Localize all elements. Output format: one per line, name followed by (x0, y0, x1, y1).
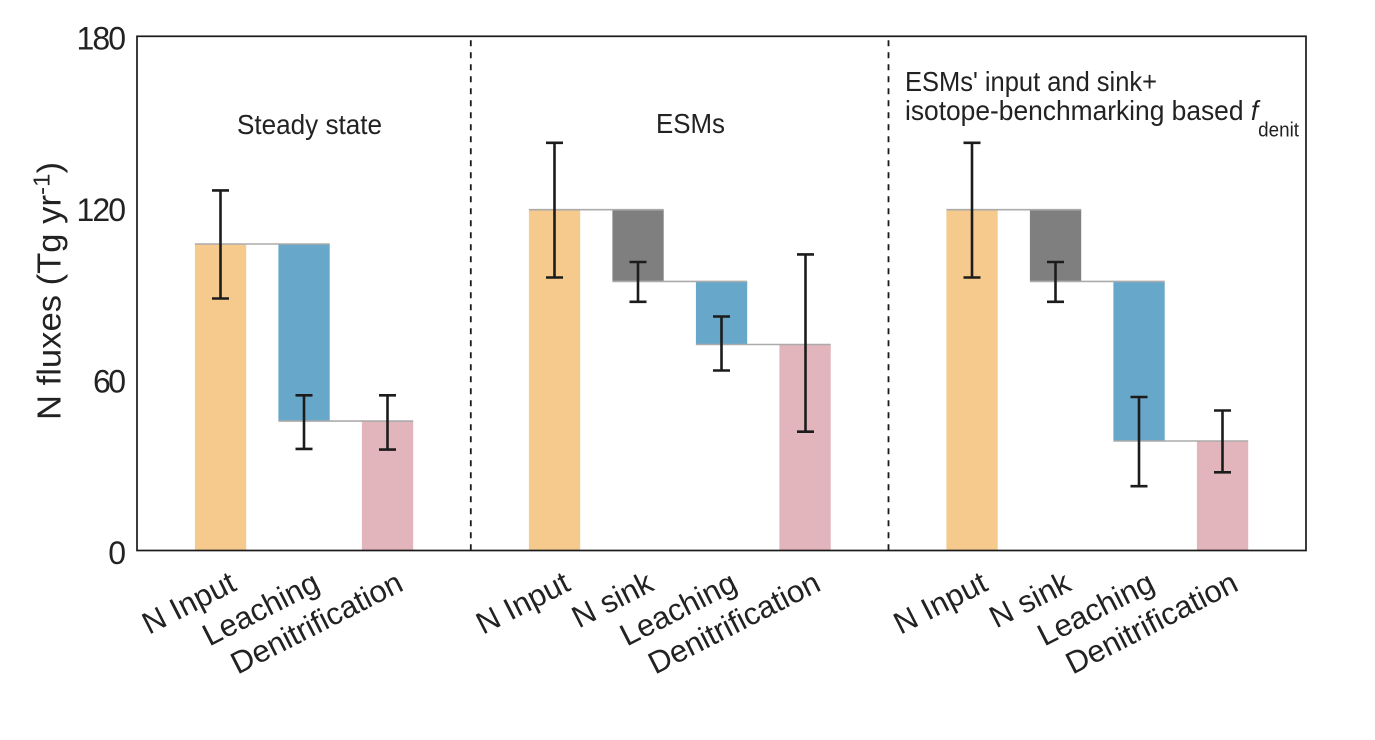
svg-text:ESMs' input and sink+: ESMs' input and sink+ (905, 66, 1157, 97)
svg-text:N Input: N Input (470, 564, 575, 641)
svg-text:180: 180 (77, 21, 127, 57)
svg-text:120: 120 (77, 192, 127, 228)
svg-text:0: 0 (108, 535, 126, 571)
svg-text:60: 60 (93, 363, 126, 399)
svg-text:isotope-benchmarking based fde: isotope-benchmarking based fdenit (905, 95, 1299, 142)
svg-text:Steady state: Steady state (237, 109, 382, 140)
svg-text:ESMs: ESMs (656, 108, 725, 139)
svg-text:N Input: N Input (888, 564, 993, 641)
svg-text:N fluxes (Tg yr-1): N fluxes (Tg yr-1) (29, 162, 68, 420)
